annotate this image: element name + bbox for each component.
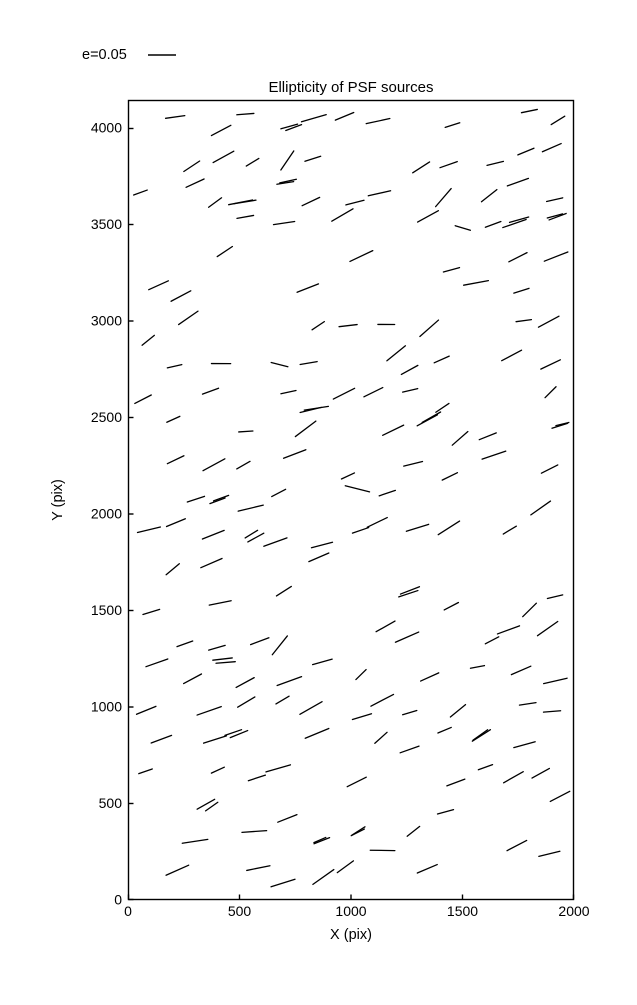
svg-text:500: 500 xyxy=(228,903,252,919)
svg-text:e=0.05: e=0.05 xyxy=(82,47,127,63)
svg-text:Y (pix): Y (pix) xyxy=(50,479,66,521)
svg-text:1500: 1500 xyxy=(91,602,122,618)
svg-text:3000: 3000 xyxy=(91,313,122,329)
svg-text:X (pix): X (pix) xyxy=(330,927,372,943)
svg-text:0: 0 xyxy=(114,892,122,908)
svg-text:0: 0 xyxy=(124,903,132,919)
svg-text:1000: 1000 xyxy=(335,903,366,919)
svg-text:4000: 4000 xyxy=(91,120,122,136)
svg-text:3500: 3500 xyxy=(91,216,122,232)
svg-text:Ellipticity of PSF sources: Ellipticity of PSF sources xyxy=(268,79,433,96)
svg-text:1000: 1000 xyxy=(91,699,122,715)
svg-text:1500: 1500 xyxy=(447,903,478,919)
svg-text:2000: 2000 xyxy=(91,506,122,522)
svg-text:2000: 2000 xyxy=(558,903,589,919)
svg-text:2500: 2500 xyxy=(91,409,122,425)
svg-text:500: 500 xyxy=(99,795,123,811)
